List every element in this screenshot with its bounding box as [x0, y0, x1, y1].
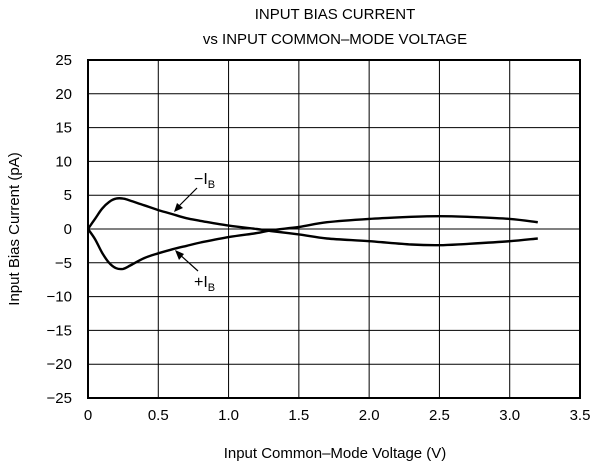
- grid: [88, 60, 580, 398]
- series-line-plus-ib: [87, 215, 538, 271]
- annotation-plus-ib-arrowhead: [175, 250, 184, 260]
- y-axis-ticks: 25 20 15 10 5 0 −5 −10 −15 −20 −25: [47, 52, 72, 407]
- x-tick-label: 3.0: [499, 407, 520, 424]
- plot-area-frame: [87, 59, 581, 399]
- y-axis-label: Input Bias Current (pA): [6, 152, 23, 305]
- y-tick-label: −15: [47, 322, 72, 339]
- x-axis-label: Input Common–Mode Voltage (V): [224, 445, 447, 462]
- x-tick-label: 2.5: [429, 407, 450, 424]
- annotation-minus-ib-arrowhead: [174, 203, 183, 212]
- chart-title-line-2: vs INPUT COMMON–MODE VOLTAGE: [203, 31, 467, 48]
- annotation-plus-ib-label: +IB: [194, 274, 215, 294]
- annotation-plus-ib: +IB: [175, 250, 215, 294]
- y-tick-label: 20: [55, 86, 72, 103]
- y-tick-label: −25: [47, 390, 72, 407]
- y-tick-label: −10: [47, 289, 72, 306]
- series-line-minus-ib: [87, 197, 538, 247]
- x-tick-label: 1.5: [288, 407, 309, 424]
- y-tick-label: 0: [64, 221, 72, 238]
- x-tick-label: 3.5: [570, 407, 591, 424]
- x-tick-label: 2.0: [359, 407, 380, 424]
- x-axis-ticks: 0 0.5 1.0 1.5 2.0 2.5 3.0 3.5: [84, 407, 591, 424]
- y-tick-label: 10: [55, 153, 72, 170]
- y-tick-label: −20: [47, 356, 72, 373]
- chart-title-line-1: INPUT BIAS CURRENT: [255, 6, 416, 23]
- y-tick-label: 5: [64, 187, 72, 204]
- series-lines: [87, 197, 538, 271]
- x-tick-label: 0.5: [148, 407, 169, 424]
- y-tick-label: −5: [55, 255, 72, 272]
- x-tick-label: 1.0: [218, 407, 239, 424]
- x-tick-label: 0: [84, 407, 92, 424]
- annotation-minus-ib: −IB: [174, 171, 215, 212]
- y-tick-label: 15: [55, 120, 72, 137]
- y-tick-label: 25: [55, 52, 72, 69]
- annotation-minus-ib-label: −IB: [194, 171, 215, 191]
